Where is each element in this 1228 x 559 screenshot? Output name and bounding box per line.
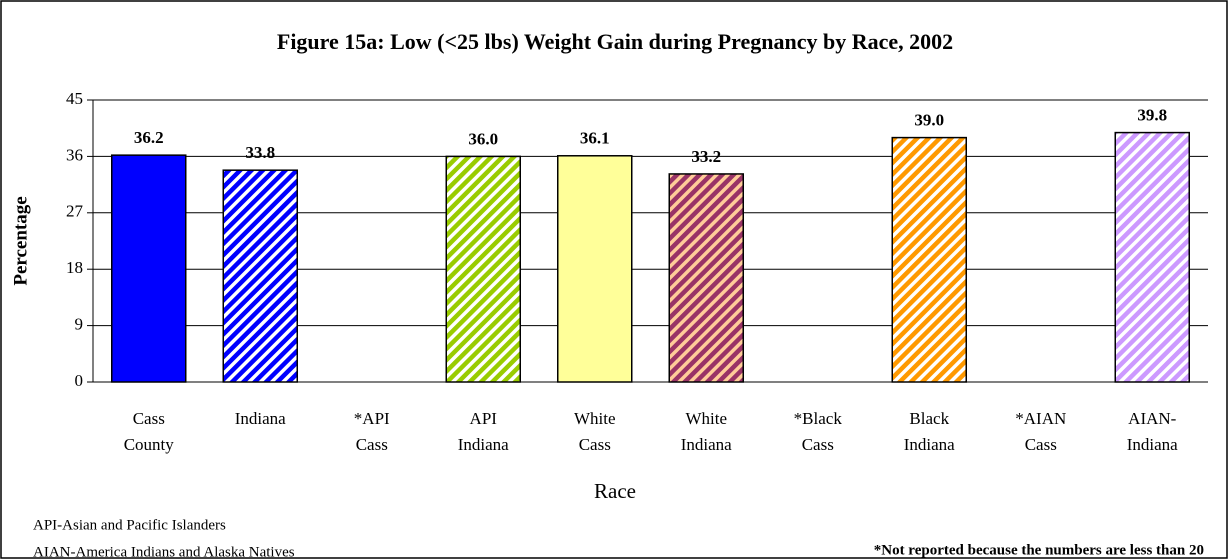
y-tick-label: 27 [66,202,84,221]
chart-title: Figure 15a: Low (<25 lbs) Weight Gain du… [277,29,953,54]
y-axis-label: Percentage [10,196,31,285]
data-label: 39.8 [1137,105,1167,124]
x-tick-label: *API Cass [354,409,390,454]
bar [445,155,521,383]
y-tick-label: 9 [75,315,84,334]
bar [557,155,633,383]
note: API-Asian and Pacific Islanders [33,517,226,533]
x-tick-label: *AIAN Cass [1015,409,1066,454]
bar [1114,131,1190,383]
data-label: 36.2 [134,128,164,147]
data-label: 36.1 [580,129,610,148]
note: AIAN-America Indians and Alaska Natives [33,544,295,559]
bar [668,173,744,383]
y-tick-label: 18 [66,258,83,277]
data-label: 33.2 [691,147,721,166]
x-tick-label: Cass County [124,409,175,454]
bar [111,154,187,383]
data-label: 33.8 [245,143,275,162]
data-label: 36.0 [468,129,498,148]
x-tick-label: Black Indiana [904,409,955,454]
bar [891,136,967,383]
data-label: 39.0 [914,111,944,130]
x-axis-label: Race [594,479,636,503]
x-tick-label: Indiana [235,409,286,428]
x-tick-label: API Indiana [458,409,509,454]
x-tick-label: AIAN-Indiana [1127,409,1178,454]
x-tick-label: *Black Cass [794,409,843,454]
x-tick-label: White Indiana [681,409,732,454]
y-tick-label: 0 [75,371,84,390]
bar [222,169,298,383]
y-tick-label: 45 [66,89,83,108]
y-tick-label: 36 [66,145,83,164]
footnote: *Not reported because the numbers are le… [874,542,1204,558]
x-tick-label: White Cass [574,409,616,454]
